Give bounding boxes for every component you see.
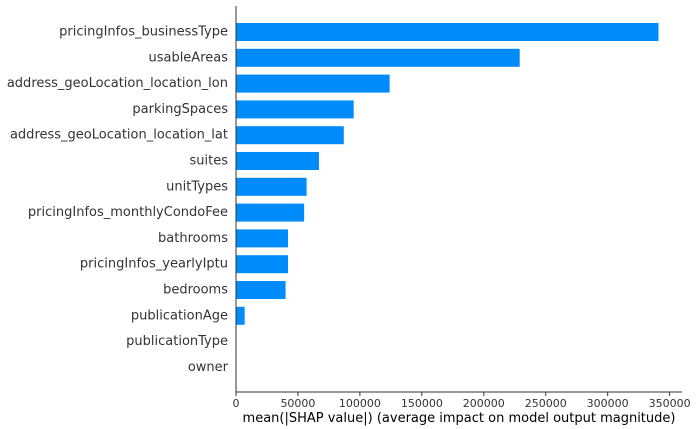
category-labels-group: pricingInfos_businessType usableAreas addr… (7, 25, 229, 375)
category-label: pricingInfos_businessType (59, 25, 228, 40)
category-label: publicationType (126, 334, 228, 349)
category-label: address_geoLocation_location_lat (10, 128, 228, 143)
x-axis-title: mean(|SHAP value|) (average impact on mo… (243, 411, 676, 426)
bar-suites (236, 152, 320, 170)
bar-address_geoLocation_location_lon (236, 74, 390, 93)
x-tick-label: 350000 (649, 397, 691, 410)
bar-pricingInfos_businessType (236, 23, 659, 41)
bar-address_geoLocation_location_lat (236, 126, 344, 145)
x-ticks-group: 0 50000 100000 150000 200000 250000 300000 3500… (233, 392, 691, 410)
x-tick-label: 250000 (525, 397, 567, 410)
category-label: publicationAge (131, 308, 228, 323)
category-label: pricingInfos_monthlyCondoFee (28, 205, 228, 220)
x-tick-label: 150000 (401, 397, 443, 410)
bar-pricingInfos_yearlyIptu (236, 255, 289, 274)
category-label: unitTypes (166, 179, 228, 194)
category-label: parkingSpaces (132, 102, 228, 117)
category-label: usableAreas (148, 50, 228, 65)
x-tick-label: 300000 (587, 397, 629, 410)
x-tick-label: 50000 (280, 397, 315, 410)
x-tick-label: 0 (233, 397, 240, 410)
category-label: bathrooms (158, 231, 228, 246)
category-label: suites (190, 154, 229, 169)
x-tick-label: 100000 (339, 397, 381, 410)
category-label: address_geoLocation_location_lon (7, 76, 228, 91)
bar-unitTypes (236, 177, 307, 196)
bar-bedrooms (236, 281, 286, 299)
bar-pricingInfos_monthlyCondoFee (236, 203, 305, 222)
bar-publicationAge (236, 306, 245, 325)
x-tick-label: 200000 (463, 397, 505, 410)
bar-bathrooms (236, 229, 289, 248)
category-label: pricingInfos_yearlyIptu (80, 257, 228, 272)
bars-group (236, 23, 659, 325)
category-label: owner (188, 360, 229, 375)
bar-usableAreas (236, 48, 520, 67)
bar-parkingSpaces (236, 100, 354, 119)
category-label: bedrooms (163, 283, 228, 298)
